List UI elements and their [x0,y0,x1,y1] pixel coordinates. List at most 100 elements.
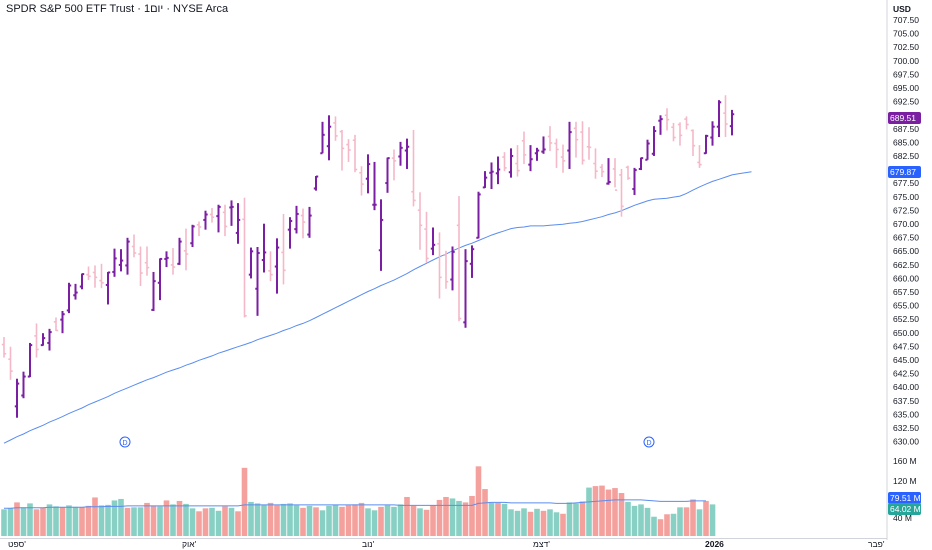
price-axis[interactable]: USD [0,0,911,540]
volume-bar [170,504,176,536]
price-tick-label: 632.50 [893,423,919,433]
price-tick-label: 660.00 [893,273,919,283]
time-axis[interactable]: ספט' אוק' נוב' דצמ' 2026 פבר' [8,539,885,549]
ohlc-bar [703,134,709,155]
ohlc-bar [489,162,494,190]
ohlc-bar [443,250,449,289]
volume-bar [183,503,189,536]
ohlc-bar [27,342,33,378]
price-tick-label: 635.00 [893,409,919,419]
volume-bar [501,503,508,536]
volume-ma-badge: 79.51 M [888,492,921,504]
ohlc-bar [404,138,410,169]
ohlc-bar [372,161,377,211]
ohlc-bar [8,346,13,380]
ohlc-bar [92,265,98,288]
time-axis-label: נוב' [362,539,375,549]
symbol-title[interactable]: SPDR S&P 500 ETF Trust · 1יום · NYSE Arc… [6,3,229,15]
volume-bar [553,512,560,536]
last-price-badge-bg [888,112,921,124]
ohlc-bar [40,333,46,347]
ohlc-bar [378,199,384,271]
volume-bar [332,504,339,536]
volume-bar [46,504,53,536]
ohlc-bar [580,121,585,165]
volume-bar [365,508,371,536]
volume-bar [189,508,196,536]
ohlc-bar [157,257,163,301]
volume-bar [306,505,313,536]
volume-bar [534,508,540,536]
volume-tick-label: 40 M [893,513,912,523]
ohlc-bar [619,168,624,217]
ohlc-bar [521,131,527,165]
volume-bar [66,505,72,536]
volume-bar [14,502,20,536]
volume-bars [1,466,716,536]
volume-bar [482,489,488,536]
volume-bar [98,505,105,536]
ma-value-badge: 679.87 [888,166,921,178]
price-tick-label: 685.00 [893,137,919,147]
volume-last-badge-bg [888,503,921,515]
price-tick-label: 702.50 [893,42,919,52]
ohlc-bar [391,149,397,181]
volume-bar [514,510,521,536]
ohlc-bar [365,154,371,194]
volume-bar [423,509,430,536]
price-tick-label: 677.50 [893,178,919,188]
volume-bar [326,505,332,536]
volume-bar [202,508,209,536]
volume-bar [573,503,579,536]
ohlc-bar [697,145,702,168]
ohlc-bar [268,251,273,282]
ohlc-bar [79,273,85,290]
ohlc-bar [729,109,735,136]
last-price-badge-text: 689.51 [890,113,916,123]
ohlc-bar [333,116,338,141]
ohlc-bar [190,224,195,248]
price-tick-label: 700.00 [893,56,919,66]
volume-bar [631,505,638,536]
volume-bar [124,507,131,536]
ohlc-bar [625,165,631,180]
ohlc-bar [716,100,722,137]
volume-bar [137,507,144,536]
volume-bar [7,508,14,536]
volume-bar [384,505,391,536]
ohlc-bar [352,134,358,173]
price-tick-label: 645.00 [893,355,919,365]
price-tick-label: 670.00 [893,219,919,229]
last-price-badge: 689.51 [888,112,921,124]
ohlc-bar [144,246,150,276]
ohlc-bar [456,196,462,322]
ohlc-bar [47,328,52,351]
ohlc-bar [671,122,676,142]
ohlc-bar [60,310,65,334]
volume-bar [436,499,443,536]
ohlc-bar [599,164,605,178]
price-tick-label: 665.00 [893,246,919,256]
price-tick-label: 667.50 [893,233,919,243]
volume-ma-badge-text: 79.51 M [890,493,921,503]
ohlc-bar [411,129,416,207]
volume-bar [443,496,449,536]
volume-bar [521,508,527,536]
ohlc-bar [196,221,202,237]
ohlc-bar [723,95,728,137]
price-tick-label: 637.50 [893,396,919,406]
ohlc-bar [66,282,72,314]
ohlc-bar [222,204,228,237]
ohlc-bar [508,148,514,178]
price-tick-label: 657.50 [893,287,919,297]
ohlc-bar [281,213,286,285]
ohlc-bar [417,192,423,250]
volume-bar [85,505,92,536]
volume-bar [456,500,462,536]
volume-bar [404,496,410,536]
ohlc-bar [164,251,169,268]
volume-tick-label: 160 M [893,456,917,466]
volume-bar [300,507,306,536]
ohlc-bar [612,158,618,191]
